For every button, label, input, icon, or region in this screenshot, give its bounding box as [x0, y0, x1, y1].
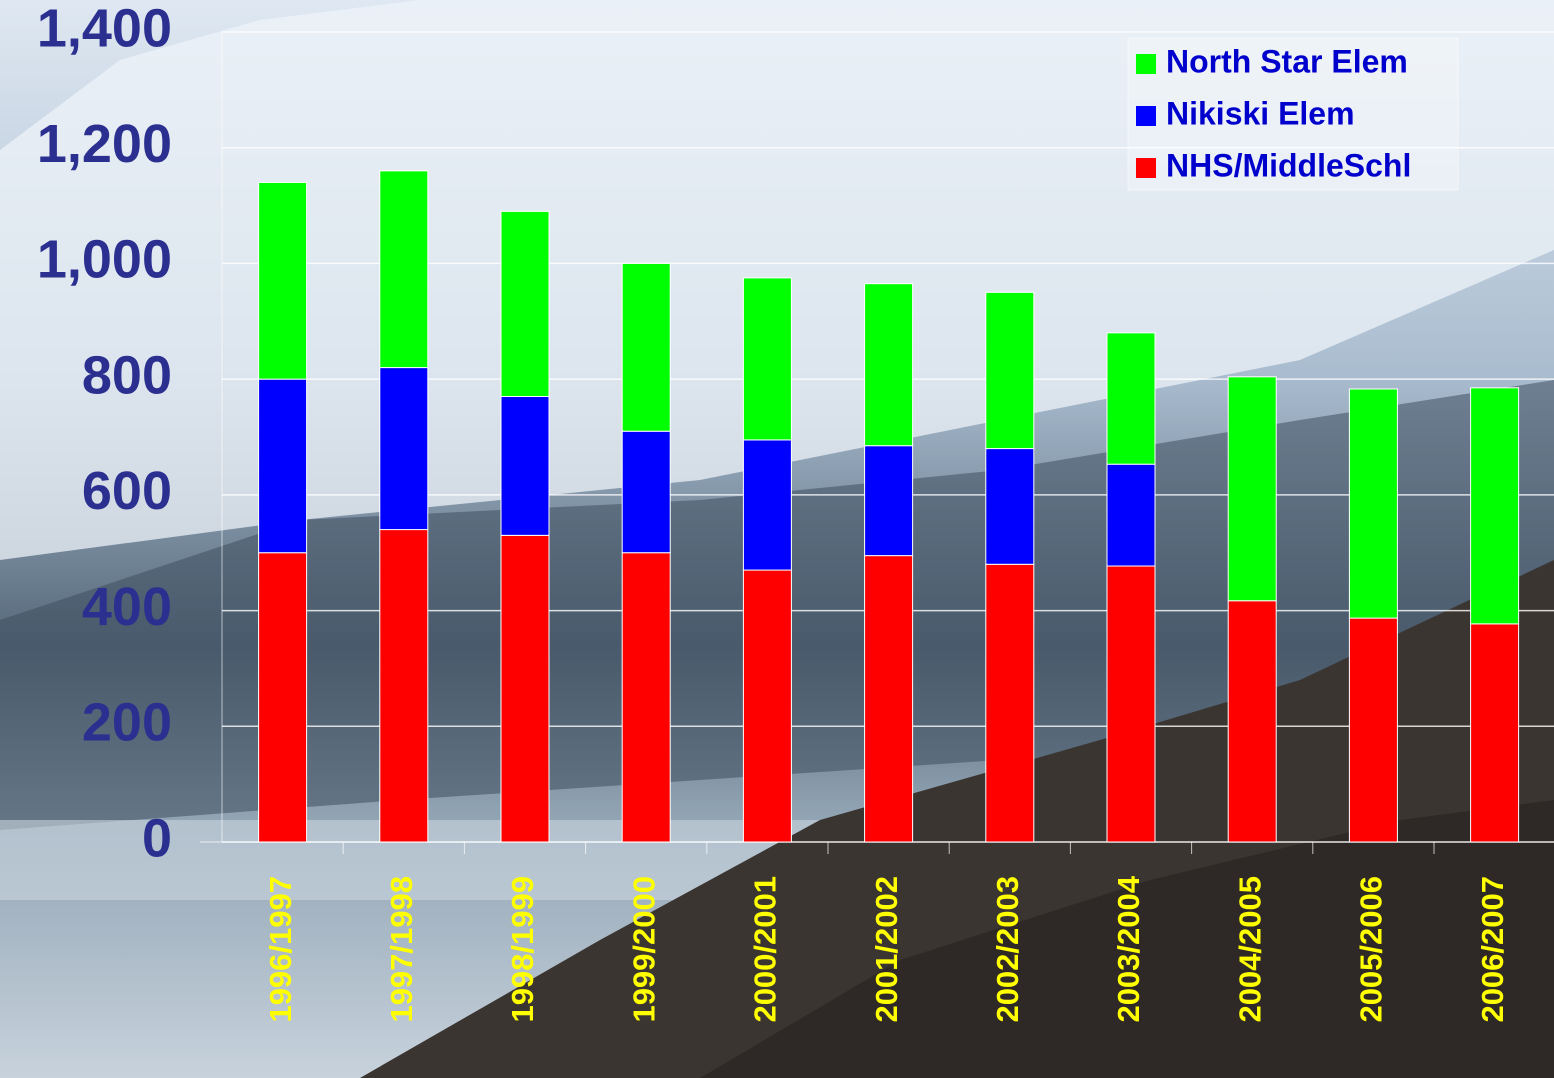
x-tick-label: 2001/2002: [869, 876, 904, 1023]
legend-label: North Star Elem: [1166, 43, 1408, 79]
bar-segment: [985, 448, 1035, 565]
legend-box: [1127, 37, 1459, 191]
bar-segment: [1106, 332, 1156, 465]
x-tick-label: 2005/2006: [1354, 876, 1389, 1023]
y-tick-label: 800: [82, 345, 172, 405]
bar-segment: [500, 396, 550, 536]
bar-segment: [379, 367, 429, 531]
y-tick-label: 200: [82, 693, 172, 753]
bar-segment: [500, 534, 550, 843]
bar-segment: [1348, 617, 1398, 843]
x-tick-label: 1996/1997: [263, 876, 298, 1023]
bar-segment: [864, 283, 914, 447]
bar-segment: [621, 430, 671, 554]
bar-segment: [500, 210, 550, 397]
x-tick-label: 2004/2005: [1232, 876, 1267, 1023]
bar-segment: [379, 170, 429, 369]
x-tick-label: 1998/1999: [505, 876, 540, 1023]
bar-segment: [258, 181, 308, 380]
bar-segment: [1227, 376, 1277, 602]
y-tick-label: 1,400: [37, 0, 172, 58]
y-tick-label: 1,000: [37, 230, 172, 290]
bar-segment: [864, 555, 914, 843]
x-tick-label: 1997/1998: [384, 876, 419, 1023]
y-tick-label: 0: [142, 808, 172, 868]
bar-segment: [1227, 600, 1277, 843]
bar-segment: [1470, 387, 1520, 625]
bar-segment: [742, 569, 792, 843]
bar-segment: [258, 378, 308, 554]
x-tick-label: 2006/2007: [1475, 876, 1510, 1023]
legend-label: NHS/MiddleSchl: [1166, 147, 1411, 183]
y-tick-label: 1,200: [37, 114, 172, 174]
bar-segment: [864, 445, 914, 557]
legend: North Star Elem Nikiski Elem NHS/MiddleSch…: [1127, 37, 1459, 191]
bar-segment: [1106, 565, 1156, 843]
x-tick-label: 2003/2004: [1111, 875, 1146, 1022]
bar-segment: [621, 262, 671, 432]
bar-segment: [742, 277, 792, 441]
legend-swatch: [1136, 54, 1156, 74]
bar-segment: [379, 529, 429, 843]
legend-swatch: [1136, 158, 1156, 178]
x-tick-label: 1999/2000: [626, 876, 661, 1023]
legend-swatch: [1136, 106, 1156, 126]
bar-segment: [258, 552, 308, 843]
y-tick-label: 600: [82, 461, 172, 521]
bar-segment: [1106, 463, 1156, 567]
y-tick-label: 400: [82, 577, 172, 637]
bar-segment: [621, 552, 671, 843]
x-tick-label: 2002/2003: [990, 876, 1025, 1023]
x-tick-label: 2000/2001: [748, 876, 783, 1023]
bar-segment: [985, 291, 1035, 450]
bar-segment: [1470, 623, 1520, 843]
bar-segment: [742, 439, 792, 571]
bar-segment: [1348, 388, 1398, 619]
bar-segment: [985, 563, 1035, 843]
legend-label: Nikiski Elem: [1166, 95, 1355, 131]
